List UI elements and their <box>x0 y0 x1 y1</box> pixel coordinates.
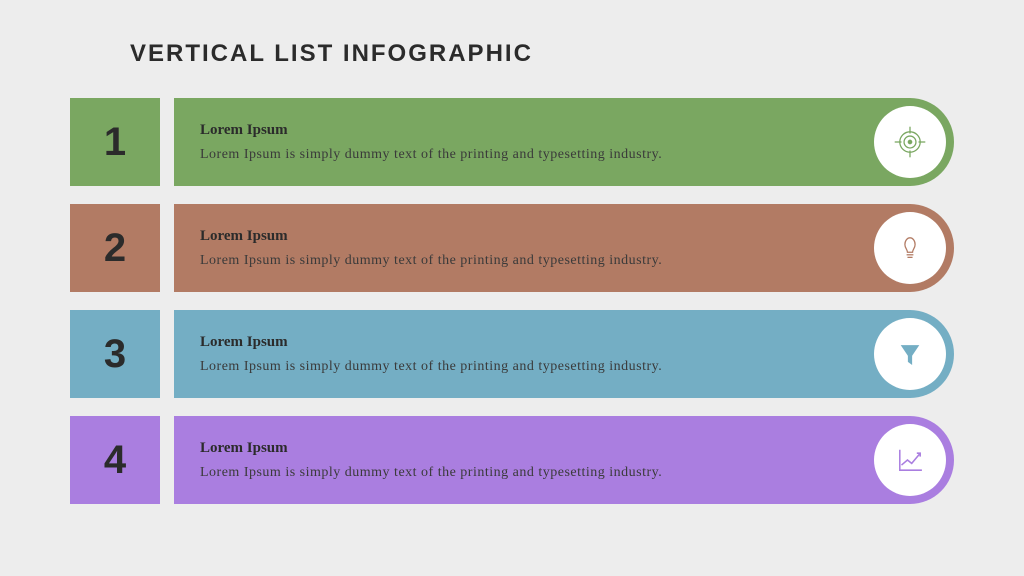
item-description: Lorem Ipsum is simply dummy text of the … <box>200 253 854 269</box>
list-item: 1 Lorem Ipsum Lorem Ipsum is simply dumm… <box>70 98 954 186</box>
list-item: 2 Lorem Ipsum Lorem Ipsum is simply dumm… <box>70 204 954 292</box>
number-box: 2 <box>70 204 160 292</box>
content-bar: Lorem Ipsum Lorem Ipsum is simply dummy … <box>174 416 954 504</box>
chart-icon <box>874 424 946 496</box>
list-item: 4 Lorem Ipsum Lorem Ipsum is simply dumm… <box>70 416 954 504</box>
list-item: 3 Lorem Ipsum Lorem Ipsum is simply dumm… <box>70 310 954 398</box>
item-title: Lorem Ipsum <box>200 440 854 457</box>
number-box: 3 <box>70 310 160 398</box>
number-box: 1 <box>70 98 160 186</box>
item-description: Lorem Ipsum is simply dummy text of the … <box>200 147 854 163</box>
content-bar: Lorem Ipsum Lorem Ipsum is simply dummy … <box>174 98 954 186</box>
funnel-icon <box>874 318 946 390</box>
page-title: VERTICAL LIST INFOGRAPHIC <box>130 40 954 68</box>
item-title: Lorem Ipsum <box>200 228 854 245</box>
item-title: Lorem Ipsum <box>200 334 854 351</box>
item-description: Lorem Ipsum is simply dummy text of the … <box>200 465 854 481</box>
target-icon <box>874 106 946 178</box>
item-title: Lorem Ipsum <box>200 122 854 139</box>
infographic-list: 1 Lorem Ipsum Lorem Ipsum is simply dumm… <box>70 98 954 504</box>
content-bar: Lorem Ipsum Lorem Ipsum is simply dummy … <box>174 310 954 398</box>
bulb-icon <box>874 212 946 284</box>
item-description: Lorem Ipsum is simply dummy text of the … <box>200 359 854 375</box>
number-box: 4 <box>70 416 160 504</box>
content-bar: Lorem Ipsum Lorem Ipsum is simply dummy … <box>174 204 954 292</box>
